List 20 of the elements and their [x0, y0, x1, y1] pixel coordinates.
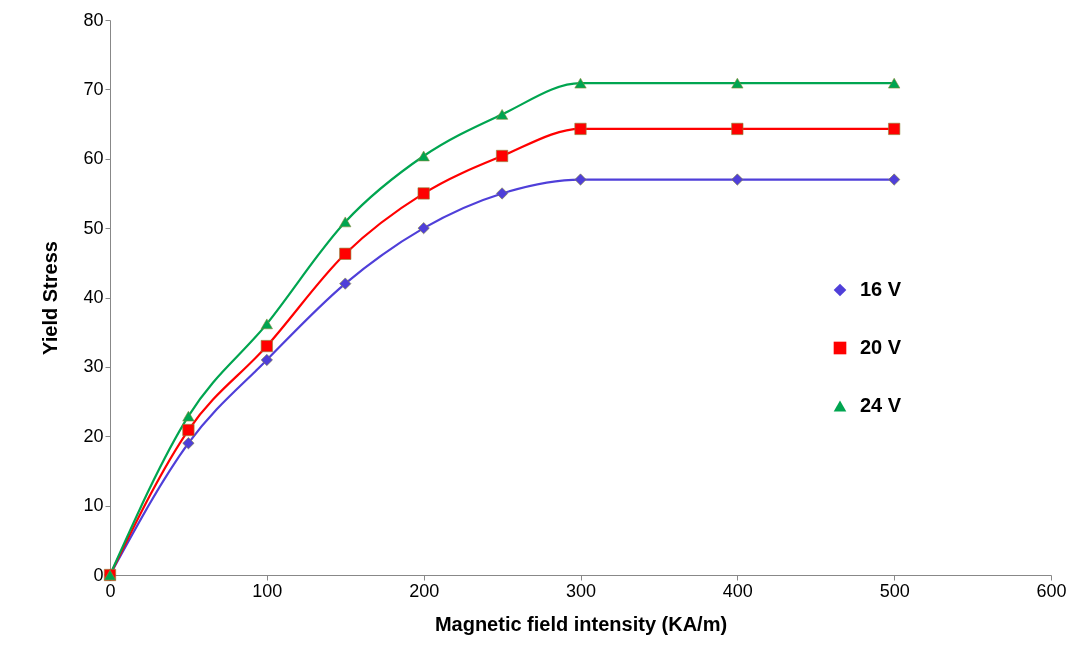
x-tick-label: 600	[1036, 580, 1067, 601]
legend-label: 24 V	[860, 394, 902, 416]
x-tick-label: 500	[879, 580, 910, 601]
y-tick-label: 70	[83, 78, 104, 99]
x-axis-title: Magnetic field intensity (KA/m)	[434, 612, 728, 635]
y-axis-title: Yield Stress	[39, 241, 62, 355]
y-tick-label: 0	[93, 564, 104, 585]
y-tick-label: 80	[83, 9, 104, 30]
x-tick-label: 200	[409, 580, 440, 601]
legend-label: 16 V	[860, 278, 902, 300]
legend-label: 20 V	[860, 336, 902, 358]
y-tick-label: 50	[83, 217, 104, 238]
y-tick-label: 30	[83, 356, 104, 377]
x-tick-label: 400	[722, 580, 753, 601]
y-tick-label: 10	[83, 495, 104, 516]
y-tick-label: 40	[83, 287, 104, 307]
x-tick-label: 100	[252, 580, 283, 601]
y-tick-label: 60	[83, 148, 104, 169]
x-tick-label: 300	[565, 580, 597, 601]
y-tick-label: 20	[83, 425, 104, 446]
